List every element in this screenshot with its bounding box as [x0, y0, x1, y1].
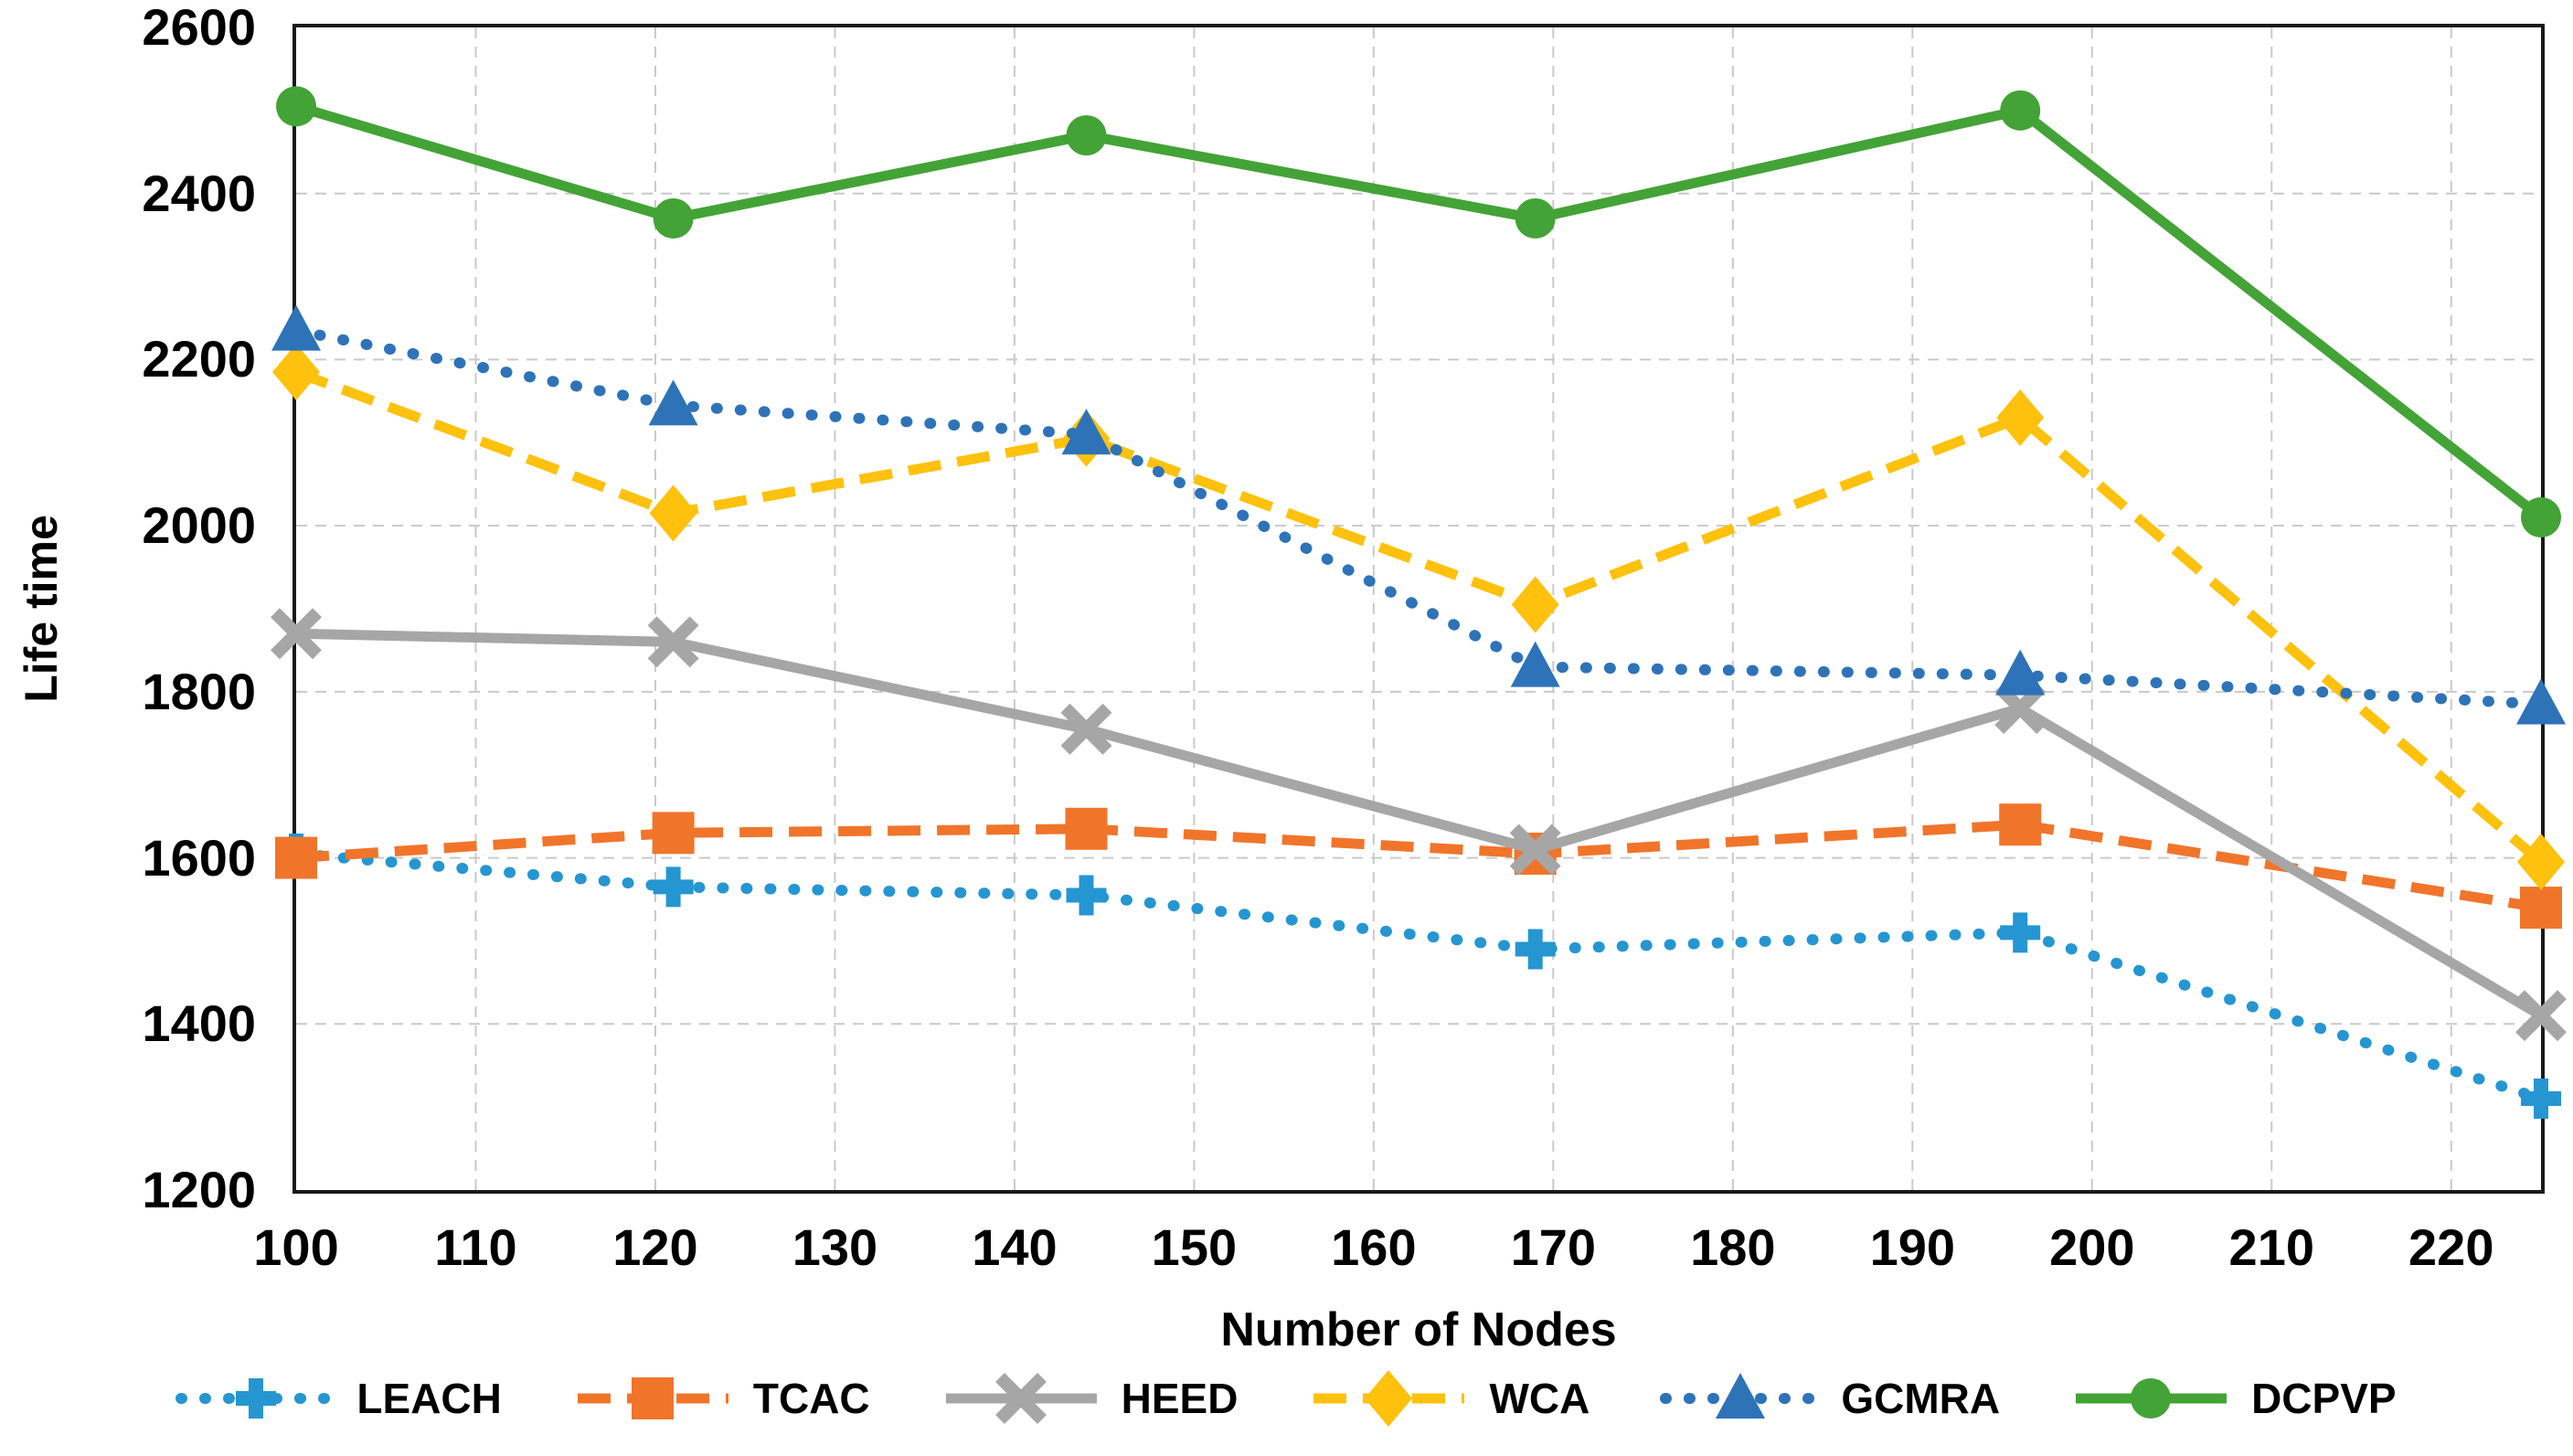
series-marker-tcac [1065, 807, 1108, 850]
legend-marker [994, 1373, 1047, 1424]
legend-marker [631, 1377, 674, 1419]
series-marker-gcmra [1995, 649, 2046, 696]
plot-svg [271, 27, 2567, 1190]
series-line-wca [294, 367, 2545, 866]
x-tick-label: 160 [1331, 1218, 1417, 1276]
series-marker-dcpvp [1515, 197, 1556, 239]
x-tick-label: 150 [1151, 1218, 1238, 1276]
y-tick-label: 1600 [142, 828, 256, 887]
x-tick-label: 180 [1690, 1218, 1776, 1276]
y-tick-label: 1200 [142, 1161, 256, 1218]
legend-item-leach: LEACH [175, 1366, 502, 1430]
legend-label: WCA [1489, 1375, 1590, 1422]
y-tick-label: 2600 [142, 0, 256, 56]
legend-marker [1365, 1370, 1413, 1427]
series-marker-dcpvp [1066, 115, 1107, 156]
x-axis-title: Number of Nodes [1220, 1303, 1617, 1356]
series-marker-tcac [2520, 887, 2562, 930]
x-tick-label: 170 [1510, 1218, 1597, 1276]
y-tick-label: 2200 [142, 330, 256, 388]
series-marker-wca [272, 344, 320, 401]
legend-swatch-heed [945, 1373, 1097, 1424]
series-marker-tcac [652, 812, 695, 855]
series-marker-dcpvp [276, 86, 316, 127]
series-marker-heed [1509, 824, 1561, 876]
legend-marker [2131, 1378, 2172, 1419]
legend-label: GCMRA [1841, 1375, 2001, 1422]
plot-area [271, 24, 2567, 1194]
legend-swatch-tcac [577, 1377, 728, 1419]
legend-item-tcac: TCAC [573, 1366, 870, 1430]
x-tick-label: 130 [792, 1218, 878, 1276]
legend-swatch-wca [1313, 1370, 1465, 1427]
series-marker-dcpvp [653, 197, 694, 239]
series-line-dcpvp [294, 101, 2545, 522]
series-marker-leach [2000, 912, 2041, 953]
series-marker-gcmra [648, 379, 698, 426]
series-marker-heed [271, 608, 322, 660]
x-tick-label: 200 [2049, 1218, 2135, 1276]
x-tick-label: 140 [972, 1218, 1058, 1276]
series-marker-wca [1996, 389, 2045, 447]
legend-label: TCAC [752, 1375, 870, 1422]
legend-swatch-gcmra [1660, 1373, 1823, 1419]
series-marker-dcpvp [2521, 497, 2561, 538]
legend-label: DCPVP [2251, 1375, 2397, 1422]
x-tick-label: 190 [1869, 1218, 1956, 1276]
series-marker-gcmra [1061, 409, 1111, 455]
legend-label: HEED [1121, 1375, 1239, 1422]
y-tick-label: 1800 [142, 662, 256, 720]
series-marker-wca [2517, 834, 2565, 891]
series-line-gcmra [291, 324, 2546, 710]
series-marker-wca [649, 484, 697, 542]
legend-marker [236, 1378, 277, 1419]
x-tick-label: 120 [612, 1218, 698, 1276]
x-tick-label: 100 [253, 1218, 339, 1276]
legend-marker [1716, 1373, 1766, 1419]
series-line-leach [291, 848, 2546, 1105]
series-marker-gcmra [2516, 678, 2566, 725]
legend: LEACH TCAC HEED WCA GCMRA DCPVP [0, 1366, 2573, 1430]
legend-item-dcpvp: DCPVP [2071, 1366, 2397, 1430]
legend-item-wca: WCA [1309, 1366, 1590, 1430]
x-tick-label: 110 [434, 1218, 517, 1276]
series-line-tcac [295, 819, 2542, 913]
series-line-heed [295, 628, 2544, 1020]
series-marker-heed [647, 616, 699, 668]
y-tick-label: 1400 [142, 994, 256, 1053]
series-marker-tcac [275, 836, 317, 879]
legend-swatch-dcpvp [2076, 1378, 2227, 1419]
legend-swatch-leach [175, 1378, 338, 1419]
x-tick-label: 220 [2408, 1218, 2494, 1276]
series-marker-wca [1511, 576, 1559, 633]
series-marker-leach [1066, 875, 1107, 916]
legend-item-gcmra: GCMRA [1660, 1366, 2001, 1430]
legend-item-heed: HEED [941, 1366, 1239, 1430]
y-tick-label: 2000 [142, 496, 256, 555]
series-marker-heed [2515, 990, 2567, 1042]
series-marker-tcac [1999, 803, 2042, 846]
series-marker-heed [1060, 703, 1112, 755]
series-marker-leach [1515, 929, 1556, 970]
y-tick-label: 2400 [142, 164, 256, 222]
legend-label: LEACH [356, 1375, 502, 1422]
series-marker-gcmra [1510, 641, 1560, 687]
series-marker-gcmra [271, 304, 321, 351]
series-marker-dcpvp [2000, 90, 2041, 131]
x-tick-label: 210 [2228, 1218, 2314, 1276]
series-marker-leach [2521, 1079, 2561, 1120]
series-marker-leach [653, 866, 694, 908]
